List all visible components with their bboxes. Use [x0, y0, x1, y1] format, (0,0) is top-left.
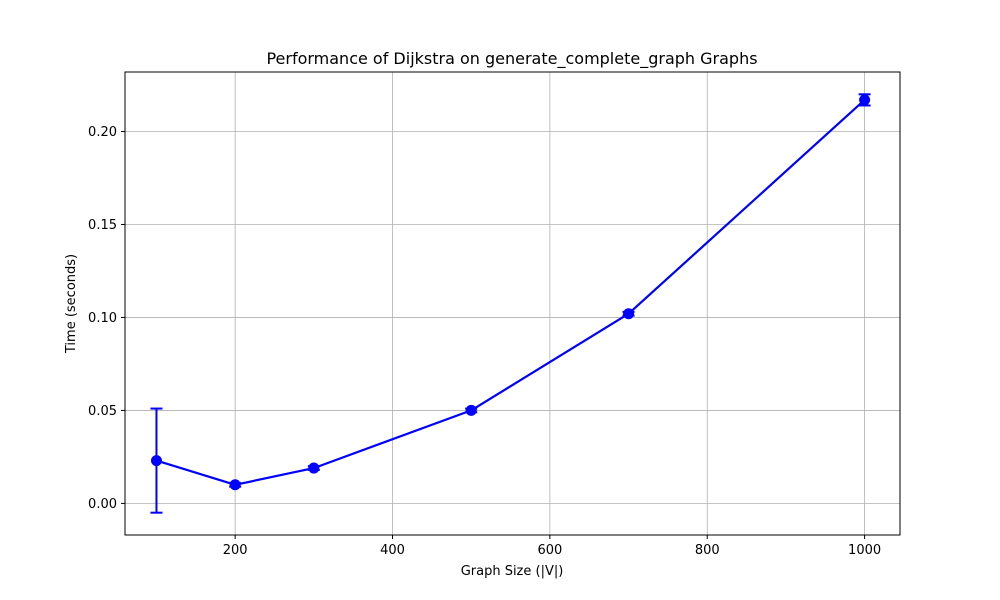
data-point-marker: [229, 479, 241, 491]
data-point-marker: [308, 462, 320, 474]
y-axis-label: Time (seconds): [64, 254, 79, 354]
y-tick-label: 0.00: [88, 497, 117, 512]
data-point-marker: [465, 404, 477, 416]
grid-lines: [125, 72, 900, 535]
data-point-marker: [859, 94, 871, 106]
data-series: [150, 93, 871, 514]
y-tick-label: 0.10: [88, 311, 117, 326]
plot-area-frame: [124, 71, 901, 536]
x-tick-label: 1000: [848, 543, 881, 558]
y-tick-label: 0.05: [88, 404, 117, 419]
y-tick-label: 0.15: [88, 218, 117, 233]
series-line: [156, 99, 866, 486]
data-point-marker: [623, 308, 635, 320]
x-tick-label: 400: [380, 543, 405, 558]
x-tick-label: 200: [223, 543, 248, 558]
data-point-marker: [150, 455, 162, 467]
x-tick-label: 800: [695, 543, 720, 558]
axis-ticks: 200 400 600 800 1000 0.00 0.05 0.10 0.15 0.20: [88, 125, 881, 558]
chart-title: Performance of Dijkstra on generate_comp…: [266, 49, 757, 69]
x-tick-label: 600: [537, 543, 562, 558]
y-tick-label: 0.20: [88, 125, 117, 140]
x-axis-label: Graph Size (|V|): [461, 564, 564, 579]
